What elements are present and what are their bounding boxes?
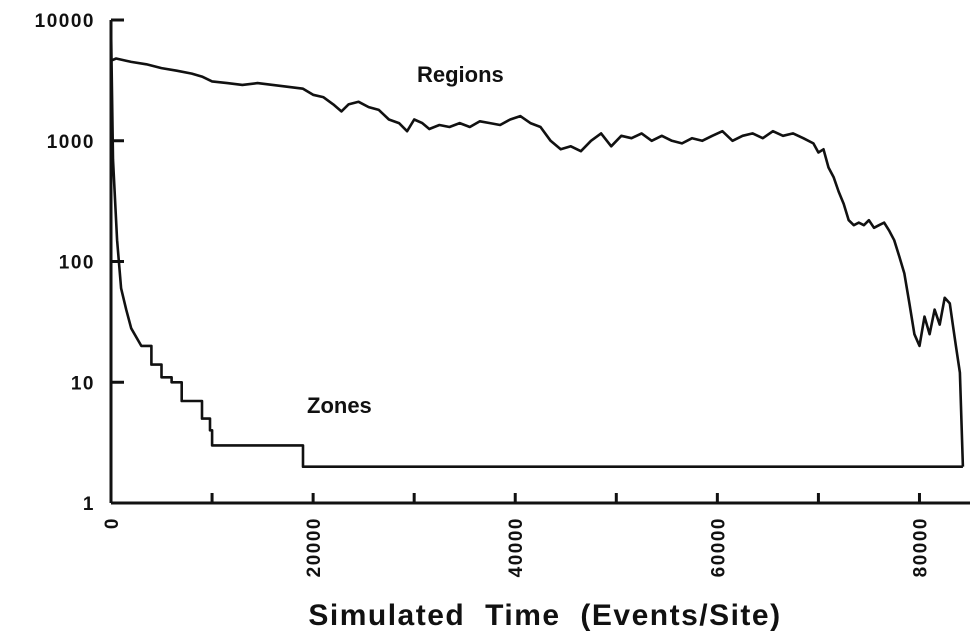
x-tick-label: 40000 bbox=[506, 517, 527, 577]
x-tick-label: 60000 bbox=[708, 517, 729, 577]
x-tick-label: 80000 bbox=[910, 517, 931, 577]
x-tick-label: 20000 bbox=[304, 517, 325, 577]
x-ticks: 0 20000 40000 60000 80000 bbox=[102, 493, 931, 577]
series-group bbox=[109, 22, 965, 468]
y-ticks: 1 10 100 1000 10000 bbox=[35, 11, 124, 515]
series-line-regions bbox=[110, 57, 965, 467]
x-axis-title: Simulated Time (Events/Site) bbox=[308, 599, 781, 632]
y-tick-label: 10000 bbox=[35, 11, 95, 32]
y-tick-label: 1000 bbox=[47, 132, 95, 153]
series-label-zones: Zones bbox=[307, 393, 372, 418]
x-tick-label: 0 bbox=[102, 517, 123, 529]
axes bbox=[109, 20, 970, 505]
series-label-regions: Regions bbox=[417, 62, 504, 87]
y-tick-label: 1 bbox=[83, 494, 95, 515]
y-tick-label: 10 bbox=[71, 373, 95, 394]
series-line-zones bbox=[109, 25, 963, 468]
y-tick-label: 100 bbox=[59, 253, 95, 274]
